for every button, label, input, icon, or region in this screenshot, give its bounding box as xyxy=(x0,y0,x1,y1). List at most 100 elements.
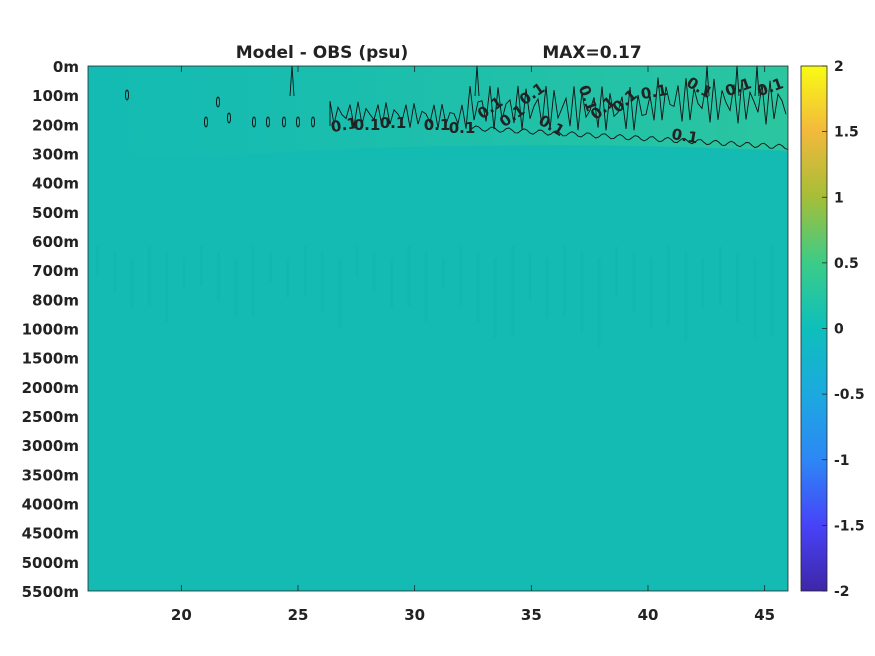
x-tick-label: 30 xyxy=(404,606,425,624)
y-tick-label: 5500m xyxy=(22,583,79,601)
colorbar-tick-label: -1.5 xyxy=(834,518,865,534)
streak xyxy=(251,246,255,316)
colorbar-tick-label: 0 xyxy=(834,322,844,338)
contour-loop xyxy=(311,116,315,128)
contour-label: 0.1 xyxy=(329,114,358,136)
streak xyxy=(442,258,445,288)
y-tick-label: 2500m xyxy=(22,408,79,426)
streak xyxy=(96,246,99,276)
x-tick-label: 20 xyxy=(171,606,192,624)
plot-frame xyxy=(87,65,789,592)
streak xyxy=(632,252,636,312)
y-tick-label: 3500m xyxy=(22,466,79,484)
colorbar-tick-label: 0.5 xyxy=(834,256,859,272)
colorbar-tick-label: -0.5 xyxy=(834,387,865,403)
depth-streaks xyxy=(96,246,774,348)
y-tick-label: 0m xyxy=(53,58,79,76)
streak xyxy=(355,246,359,276)
y-axis: 0m 100m 200m 300m 400m 500m 600m 700m 800m 1000m 1… xyxy=(22,58,79,601)
streak xyxy=(649,258,653,328)
streak xyxy=(407,246,411,306)
contour-line-upper xyxy=(329,77,787,131)
y-tick-label: 1000m xyxy=(22,321,79,339)
x-tick-label: 35 xyxy=(521,606,542,624)
contour-loop xyxy=(282,116,286,128)
y-tick-label: 4000m xyxy=(22,496,79,514)
plot-area: 0.10.1 0.1 0.10.10.10.10.10.10.10.10.10.1 0… xyxy=(88,66,788,591)
colorbar-tick-label: -2 xyxy=(834,584,850,600)
streak xyxy=(390,258,394,308)
streak xyxy=(597,258,601,348)
streak xyxy=(147,246,151,306)
streak xyxy=(666,246,670,326)
streak xyxy=(234,258,238,318)
streak xyxy=(286,258,290,298)
contour-label: 0.1 xyxy=(380,114,407,132)
contour-loop xyxy=(204,116,208,128)
streak xyxy=(182,258,186,288)
streak xyxy=(545,258,549,318)
streak xyxy=(476,252,480,322)
contour-spike xyxy=(289,66,295,97)
contour-loop xyxy=(266,116,270,128)
contour-label: 0.1 xyxy=(639,81,668,103)
streak xyxy=(511,246,515,336)
x-tick-label: 25 xyxy=(288,606,309,624)
colorbar: 2 1.5 1 0.5 0 -0.5 -1 -1.5 -2 xyxy=(800,59,865,600)
streak xyxy=(113,252,117,292)
y-tick-label: 3000m xyxy=(22,437,79,455)
streak xyxy=(736,252,740,322)
contour-spike xyxy=(704,66,710,97)
contour-label: 0.1 xyxy=(424,116,451,134)
contour-label: 0.1 xyxy=(354,116,381,134)
streak xyxy=(303,246,307,296)
contour-spike xyxy=(474,66,480,97)
y-tick-label: 4500m xyxy=(22,525,79,543)
streak xyxy=(684,252,688,342)
chart-title: Model - OBS (psu) xyxy=(236,43,409,63)
x-tick-label: 45 xyxy=(754,606,775,624)
contour-loop xyxy=(125,89,129,101)
y-tick-label: 300m xyxy=(32,146,79,164)
contour-loop xyxy=(296,116,300,128)
streak xyxy=(563,246,567,316)
max-label: MAX=0.17 xyxy=(542,43,641,63)
streak xyxy=(580,252,584,332)
y-tick-label: 600m xyxy=(32,233,79,251)
streak xyxy=(528,252,532,302)
contour-label: 0.1 xyxy=(449,119,476,137)
colorbar-tick-label: -1 xyxy=(834,453,850,469)
contour-0-1 xyxy=(125,66,788,150)
colorbar-tick-label: 1 xyxy=(834,190,844,206)
contour-loop xyxy=(252,116,256,128)
y-tick-label: 500m xyxy=(32,204,79,222)
y-tick-label: 700m xyxy=(32,262,79,280)
colorbar-tick-label: 2 xyxy=(834,59,844,75)
colorbar-tick-label: 1.5 xyxy=(834,125,859,141)
contour-label: 0.1 xyxy=(670,125,699,147)
y-tick-label: 1500m xyxy=(22,350,79,368)
y-tick-label: 800m xyxy=(32,291,79,309)
y-tick-label: 400m xyxy=(32,175,79,193)
streak xyxy=(424,252,428,322)
streak xyxy=(753,258,757,338)
streak xyxy=(459,246,463,306)
streak xyxy=(338,258,342,328)
contour-line-lower xyxy=(469,125,788,150)
streak xyxy=(320,252,324,312)
y-tick-label: 2000m xyxy=(22,379,79,397)
streak xyxy=(701,258,705,308)
streak xyxy=(165,252,169,322)
y-tick-label: 5000m xyxy=(22,554,79,572)
y-tick-label: 100m xyxy=(32,87,79,105)
x-axis: 20 25 30 35 40 45 xyxy=(171,66,775,624)
streak xyxy=(199,246,203,286)
contour-loop xyxy=(216,96,220,108)
streak xyxy=(770,246,774,336)
contour-spike xyxy=(754,66,760,97)
contour-spike xyxy=(734,66,740,97)
x-tick-label: 40 xyxy=(638,606,659,624)
contour-loop xyxy=(227,112,231,124)
streak xyxy=(615,246,618,296)
